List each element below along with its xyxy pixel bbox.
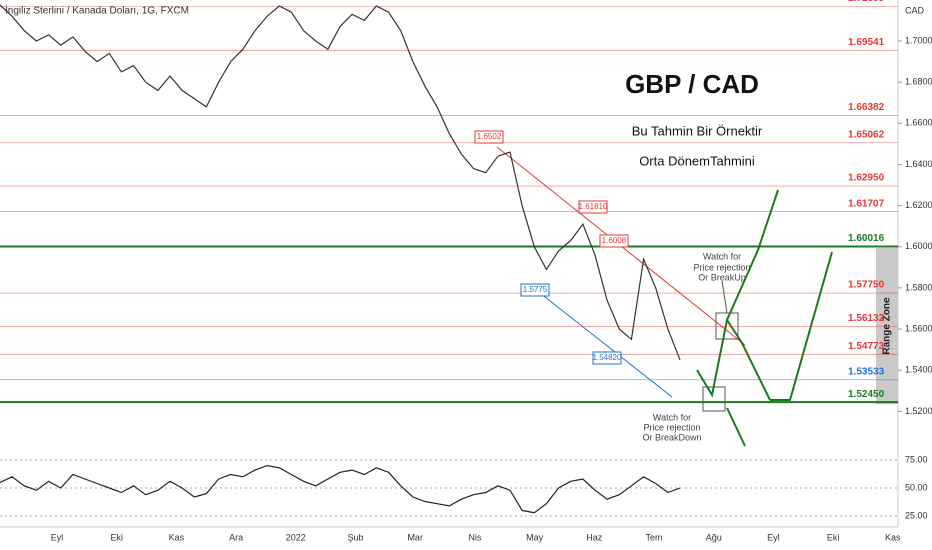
note: Price rejection <box>693 262 750 272</box>
x-tick-label: Nis <box>468 532 481 542</box>
annotation-box <box>520 283 550 297</box>
symbol: İngiliz Sterlini / Kanada Doları, 1G, FX… <box>5 4 189 17</box>
price-line <box>0 4 681 361</box>
y-tick-label: 1.64000 <box>905 159 932 169</box>
level-label: 1.65062 <box>848 129 885 140</box>
oscillator-line <box>0 464 681 514</box>
y-tick-label: 1.54000 <box>905 365 932 375</box>
y-tick-label: 1.62000 <box>905 200 932 210</box>
level-label: 1.71689 <box>848 0 885 4</box>
subtitle: Bu Tahmin Bir Örnektir <box>632 123 763 138</box>
y-tick-label: 1.58000 <box>905 282 932 292</box>
y-tick-label: 1.60000 <box>905 241 932 251</box>
x-tick-label: Tem <box>645 532 662 542</box>
annotation-box <box>474 130 504 144</box>
level-label: 1.52450 <box>848 389 885 400</box>
level-label: 1.60016 <box>848 233 885 244</box>
y-unit: CAD <box>905 5 925 15</box>
level-label: 1.54773 <box>848 341 885 352</box>
pointer <box>721 280 728 314</box>
annotation: 1.6502 <box>477 132 502 141</box>
annotation-box <box>578 200 608 214</box>
annotation-box <box>592 351 622 365</box>
annotation: 1.61810 <box>579 202 608 211</box>
level-label: 1.56132 <box>848 313 885 324</box>
chart-title: GBP / CAD <box>625 69 759 99</box>
arrow <box>770 251 833 401</box>
x-tick-label: Mar <box>407 532 423 542</box>
range-label: Range Zone <box>882 297 893 355</box>
level-label: 1.62950 <box>848 173 885 184</box>
note: Price rejection <box>643 422 700 432</box>
x-tick-label: Ara <box>229 532 243 542</box>
y-tick-label: 1.68000 <box>905 77 932 87</box>
arrow <box>757 189 779 251</box>
x-tick-label: Kas <box>885 532 901 542</box>
arrow <box>726 249 759 321</box>
x-tick-label: Haz <box>586 532 603 542</box>
y2-tick-label: 75.00 <box>905 454 928 464</box>
subtitle: Orta DönemTahmini <box>639 153 755 168</box>
x-tick-label: Eki <box>827 532 840 542</box>
y-tick-label: 1.52000 <box>905 406 932 416</box>
annotation: 1.5775 <box>523 285 548 294</box>
x-tick-label: Eyl <box>767 532 780 542</box>
range-zone <box>876 248 898 404</box>
x-tick-label: May <box>526 532 544 542</box>
note: Or BreakDown <box>642 432 701 442</box>
y-tick-label: 1.66000 <box>905 118 932 128</box>
x-tick-label: Kas <box>169 532 185 542</box>
y2-tick-label: 25.00 <box>905 510 928 520</box>
x-tick-label: Şub <box>347 532 363 542</box>
level-label: 1.66382 <box>848 102 885 113</box>
x-tick-label: Ağu <box>706 532 722 542</box>
annotation: 1.6008 <box>602 236 627 245</box>
note: Watch for <box>703 251 741 261</box>
y2-tick-label: 50.00 <box>905 482 928 492</box>
level-label: 1.69541 <box>848 37 885 48</box>
annotation: 1.54820 <box>593 353 622 362</box>
note: Watch for <box>653 412 691 422</box>
level-label: 1.53533 <box>848 366 885 377</box>
arrow <box>726 407 746 447</box>
level-label: 1.61707 <box>848 198 885 209</box>
x-tick-label: 2022 <box>286 532 306 542</box>
annotation-box <box>599 234 629 248</box>
level-label: 1.57750 <box>848 280 885 291</box>
y-tick-label: 1.70000 <box>905 35 932 45</box>
x-tick-label: Eyl <box>51 532 64 542</box>
y-tick-label: 1.56000 <box>905 323 932 333</box>
x-tick-label: Eki <box>110 532 123 542</box>
note: Or BreakUp <box>698 272 746 282</box>
